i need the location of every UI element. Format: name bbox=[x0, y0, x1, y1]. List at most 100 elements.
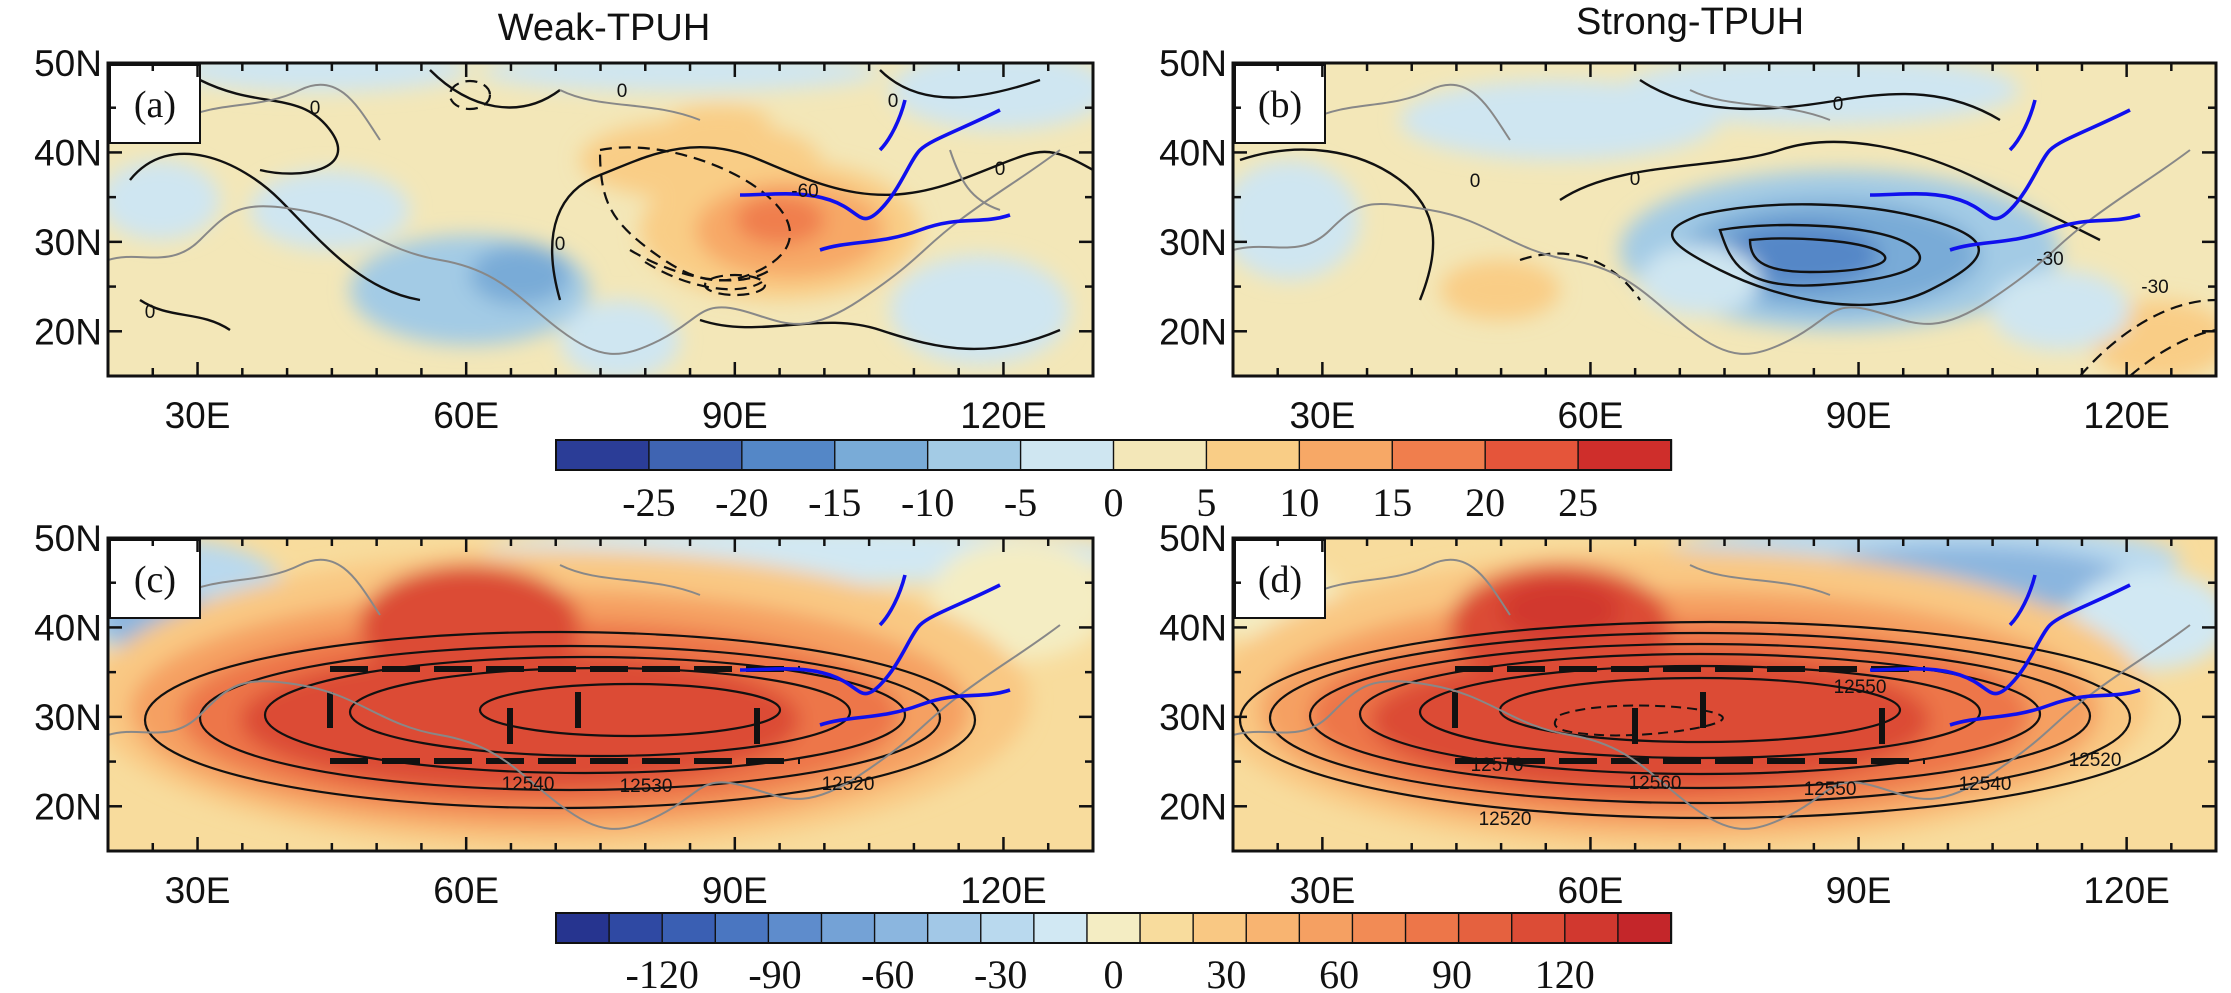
lat-label: 50N bbox=[34, 518, 102, 559]
contour-label: 12550 bbox=[1834, 677, 1887, 698]
panel-label-a: (a) bbox=[134, 84, 176, 126]
lon-label: 90E bbox=[1826, 870, 1892, 911]
lat-label: 30N bbox=[1159, 222, 1227, 263]
axes: 30E 60E 90E 120E 50N 40N 30N 20N 30E 60E 90E 120E 50… bbox=[34, 43, 2218, 911]
colorbar-label: 0 bbox=[1104, 480, 1124, 525]
colorbar-label: -20 bbox=[715, 480, 768, 525]
contour-label: 0 bbox=[1833, 94, 1844, 115]
colorbar-swatch bbox=[1139, 912, 1195, 944]
colorbar-swatch bbox=[1298, 439, 1394, 471]
lon-label: 60E bbox=[1558, 870, 1624, 911]
contour-label: 0 bbox=[1470, 171, 1481, 192]
colorbar-label: 30 bbox=[1206, 952, 1246, 993]
panel-d bbox=[1231, 536, 2218, 853]
lat-label: 20N bbox=[1159, 311, 1227, 352]
panel-label-d: (d) bbox=[1258, 559, 1302, 601]
panel-b-neg-contours bbox=[1519, 252, 2216, 376]
lat-label: 30N bbox=[1159, 697, 1227, 738]
colorbar-swatch bbox=[608, 912, 664, 944]
panel-b-shading bbox=[1233, 63, 2216, 376]
contour-label: 0 bbox=[1630, 169, 1641, 190]
lon-label: 90E bbox=[702, 395, 768, 436]
lon-label: 60E bbox=[433, 395, 499, 436]
colorbar-swatch bbox=[714, 912, 770, 944]
lat-label: 50N bbox=[1159, 43, 1227, 84]
panel-a-shading bbox=[108, 63, 1093, 376]
lat-label: 40N bbox=[1159, 607, 1227, 648]
colorbar-label: -5 bbox=[1004, 480, 1037, 525]
colorbar-swatch bbox=[1245, 912, 1301, 944]
colorbar-swatch bbox=[555, 912, 611, 944]
lat-label: 50N bbox=[34, 43, 102, 84]
colorbar-label: -25 bbox=[622, 480, 675, 525]
panel-d-box bbox=[1452, 666, 1925, 764]
panel-c bbox=[106, 536, 1095, 853]
colorbar-swatch bbox=[820, 912, 876, 944]
contour-label: 12540 bbox=[502, 774, 555, 795]
colorbar-swatch bbox=[1404, 912, 1460, 944]
panel-axes: 30E 60E 90E 120E 50N 40N 30N 20N bbox=[1159, 518, 2218, 911]
colorbar-label: -120 bbox=[626, 952, 699, 993]
panel-label-b: (b) bbox=[1258, 84, 1302, 126]
contour-label: 12530 bbox=[620, 776, 673, 797]
lat-label: 20N bbox=[34, 786, 102, 827]
colorbar-label: 0 bbox=[1104, 952, 1124, 993]
lon-label: 30E bbox=[1289, 395, 1355, 436]
panel-a-neg-contours bbox=[448, 79, 792, 297]
colorbar-swatch bbox=[1351, 912, 1407, 944]
panel-a-contours bbox=[129, 69, 1093, 351]
panel-c-box bbox=[327, 666, 800, 764]
colorbar-label: -60 bbox=[861, 952, 914, 993]
lat-label: 40N bbox=[1159, 132, 1227, 173]
panel-label-c: (c) bbox=[134, 559, 176, 601]
colorbar-label: -90 bbox=[748, 952, 801, 993]
colorbar-label: -10 bbox=[901, 480, 954, 525]
panel-axes: 30E 60E 90E 120E 50N 40N 30N 20N bbox=[1159, 43, 2218, 436]
lon-label: 90E bbox=[702, 870, 768, 911]
panel-c-rivers bbox=[739, 574, 1011, 727]
colorbar-swatch bbox=[1298, 912, 1354, 944]
lat-label: 40N bbox=[34, 607, 102, 648]
column-title-weak: Weak-TPUH bbox=[498, 7, 711, 49]
lat-label: 20N bbox=[1159, 786, 1227, 827]
contour-label: -30 bbox=[2036, 249, 2063, 270]
panel-b bbox=[1231, 61, 2218, 378]
colorbar-swatch bbox=[1511, 912, 1567, 944]
colorbar-label: 10 bbox=[1279, 480, 1319, 525]
colorbar-swatch bbox=[1019, 439, 1115, 471]
lon-label: 120E bbox=[960, 395, 1046, 436]
panel-d-shading bbox=[1233, 538, 2216, 851]
colorbar-label: 25 bbox=[1558, 480, 1598, 525]
lon-label: 30E bbox=[165, 870, 231, 911]
colorbar-swatch bbox=[926, 439, 1022, 471]
lon-label: 120E bbox=[2083, 395, 2169, 436]
contour-label: 0 bbox=[617, 81, 628, 102]
contour-labels: 0 0 0 0 0 -60 0 0 0 0 -30 -30 12540 1253… bbox=[145, 81, 2169, 830]
colorbar-swatch bbox=[1205, 439, 1301, 471]
colorbar-swatch bbox=[741, 439, 836, 471]
colorbar-swatch bbox=[1577, 439, 1673, 471]
contour-label: 0 bbox=[310, 98, 321, 119]
panel-a-coastlines bbox=[108, 83, 1061, 355]
panel-c-coastlines bbox=[108, 558, 1061, 830]
lon-label: 120E bbox=[960, 870, 1046, 911]
contour-label: 12560 bbox=[1629, 773, 1682, 794]
contour-label: 0 bbox=[145, 302, 156, 323]
colorbar-label: 15 bbox=[1372, 480, 1412, 525]
colorbar-swatch bbox=[648, 439, 744, 471]
colorbar-swatch bbox=[1192, 912, 1248, 944]
colorbar-label: -15 bbox=[808, 480, 861, 525]
colorbar-swatch bbox=[980, 912, 1036, 944]
panel-c-shading bbox=[108, 538, 1093, 851]
contour-label: 12550 bbox=[1804, 779, 1857, 800]
colorbar-label: 120 bbox=[1535, 952, 1595, 993]
lon-label: 30E bbox=[1289, 870, 1355, 911]
lat-label: 50N bbox=[1159, 518, 1227, 559]
lon-label: 120E bbox=[2083, 870, 2169, 911]
colorbar-label: -30 bbox=[974, 952, 1027, 993]
panel-d-rivers bbox=[1869, 574, 2141, 727]
panel-c-contours bbox=[143, 630, 977, 810]
lon-label: 90E bbox=[1826, 395, 1892, 436]
colorbar-label: 90 bbox=[1432, 952, 1472, 993]
